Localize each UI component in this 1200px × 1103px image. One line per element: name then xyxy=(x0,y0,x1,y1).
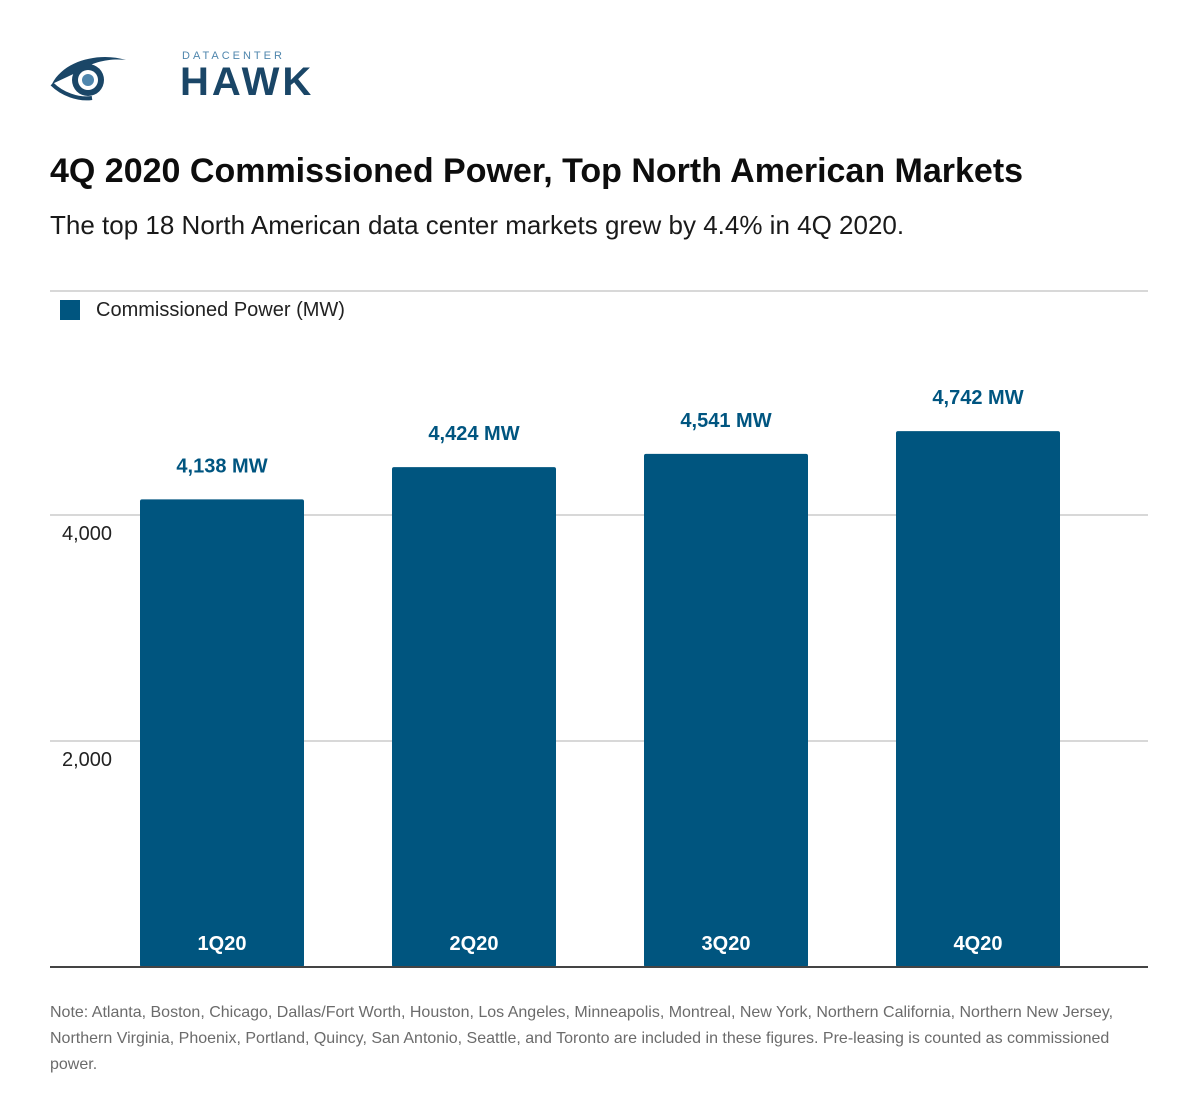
datacenter-hawk-logo: DATACENTER HAWK xyxy=(48,44,311,108)
chart-title: 4Q 2020 Commissioned Power, Top North Am… xyxy=(50,152,1024,190)
legend-label: Commissioned Power (MW) xyxy=(96,298,345,321)
y-tick-label: 4,000 xyxy=(62,523,112,545)
bar xyxy=(644,453,808,967)
y-tick-label: 2,000 xyxy=(62,749,112,771)
bars xyxy=(140,431,1060,967)
x-tick-label: 3Q20 xyxy=(702,933,751,955)
legend-swatch xyxy=(60,300,80,320)
logo-subtext: DATACENTER xyxy=(182,50,285,62)
bar xyxy=(896,431,1060,967)
footnote: Note: Atlanta, Boston, Chicago, Dallas/F… xyxy=(50,1004,1114,1073)
data-label: 4,424 MW xyxy=(428,423,519,445)
data-label: 4,742 MW xyxy=(932,387,1023,409)
logo-text: HAWK xyxy=(180,60,315,104)
data-label: 4,541 MW xyxy=(680,410,771,432)
data-label: 4,138 MW xyxy=(176,455,267,477)
chart-subtitle: The top 18 North American data center ma… xyxy=(50,210,905,240)
x-tick-label: 2Q20 xyxy=(450,933,499,955)
x-tick-label: 1Q20 xyxy=(198,933,247,955)
hawk-eye-icon xyxy=(50,57,126,101)
bar xyxy=(392,467,556,967)
bar xyxy=(140,499,304,967)
data-labels: 1Q20 4,138 MW 2Q20 4,424 MW 3Q20 4,541 MW 4Q20… xyxy=(176,387,1023,955)
x-tick-label: 4Q20 xyxy=(954,933,1003,955)
legend: Commissioned Power (MW) xyxy=(60,298,345,322)
